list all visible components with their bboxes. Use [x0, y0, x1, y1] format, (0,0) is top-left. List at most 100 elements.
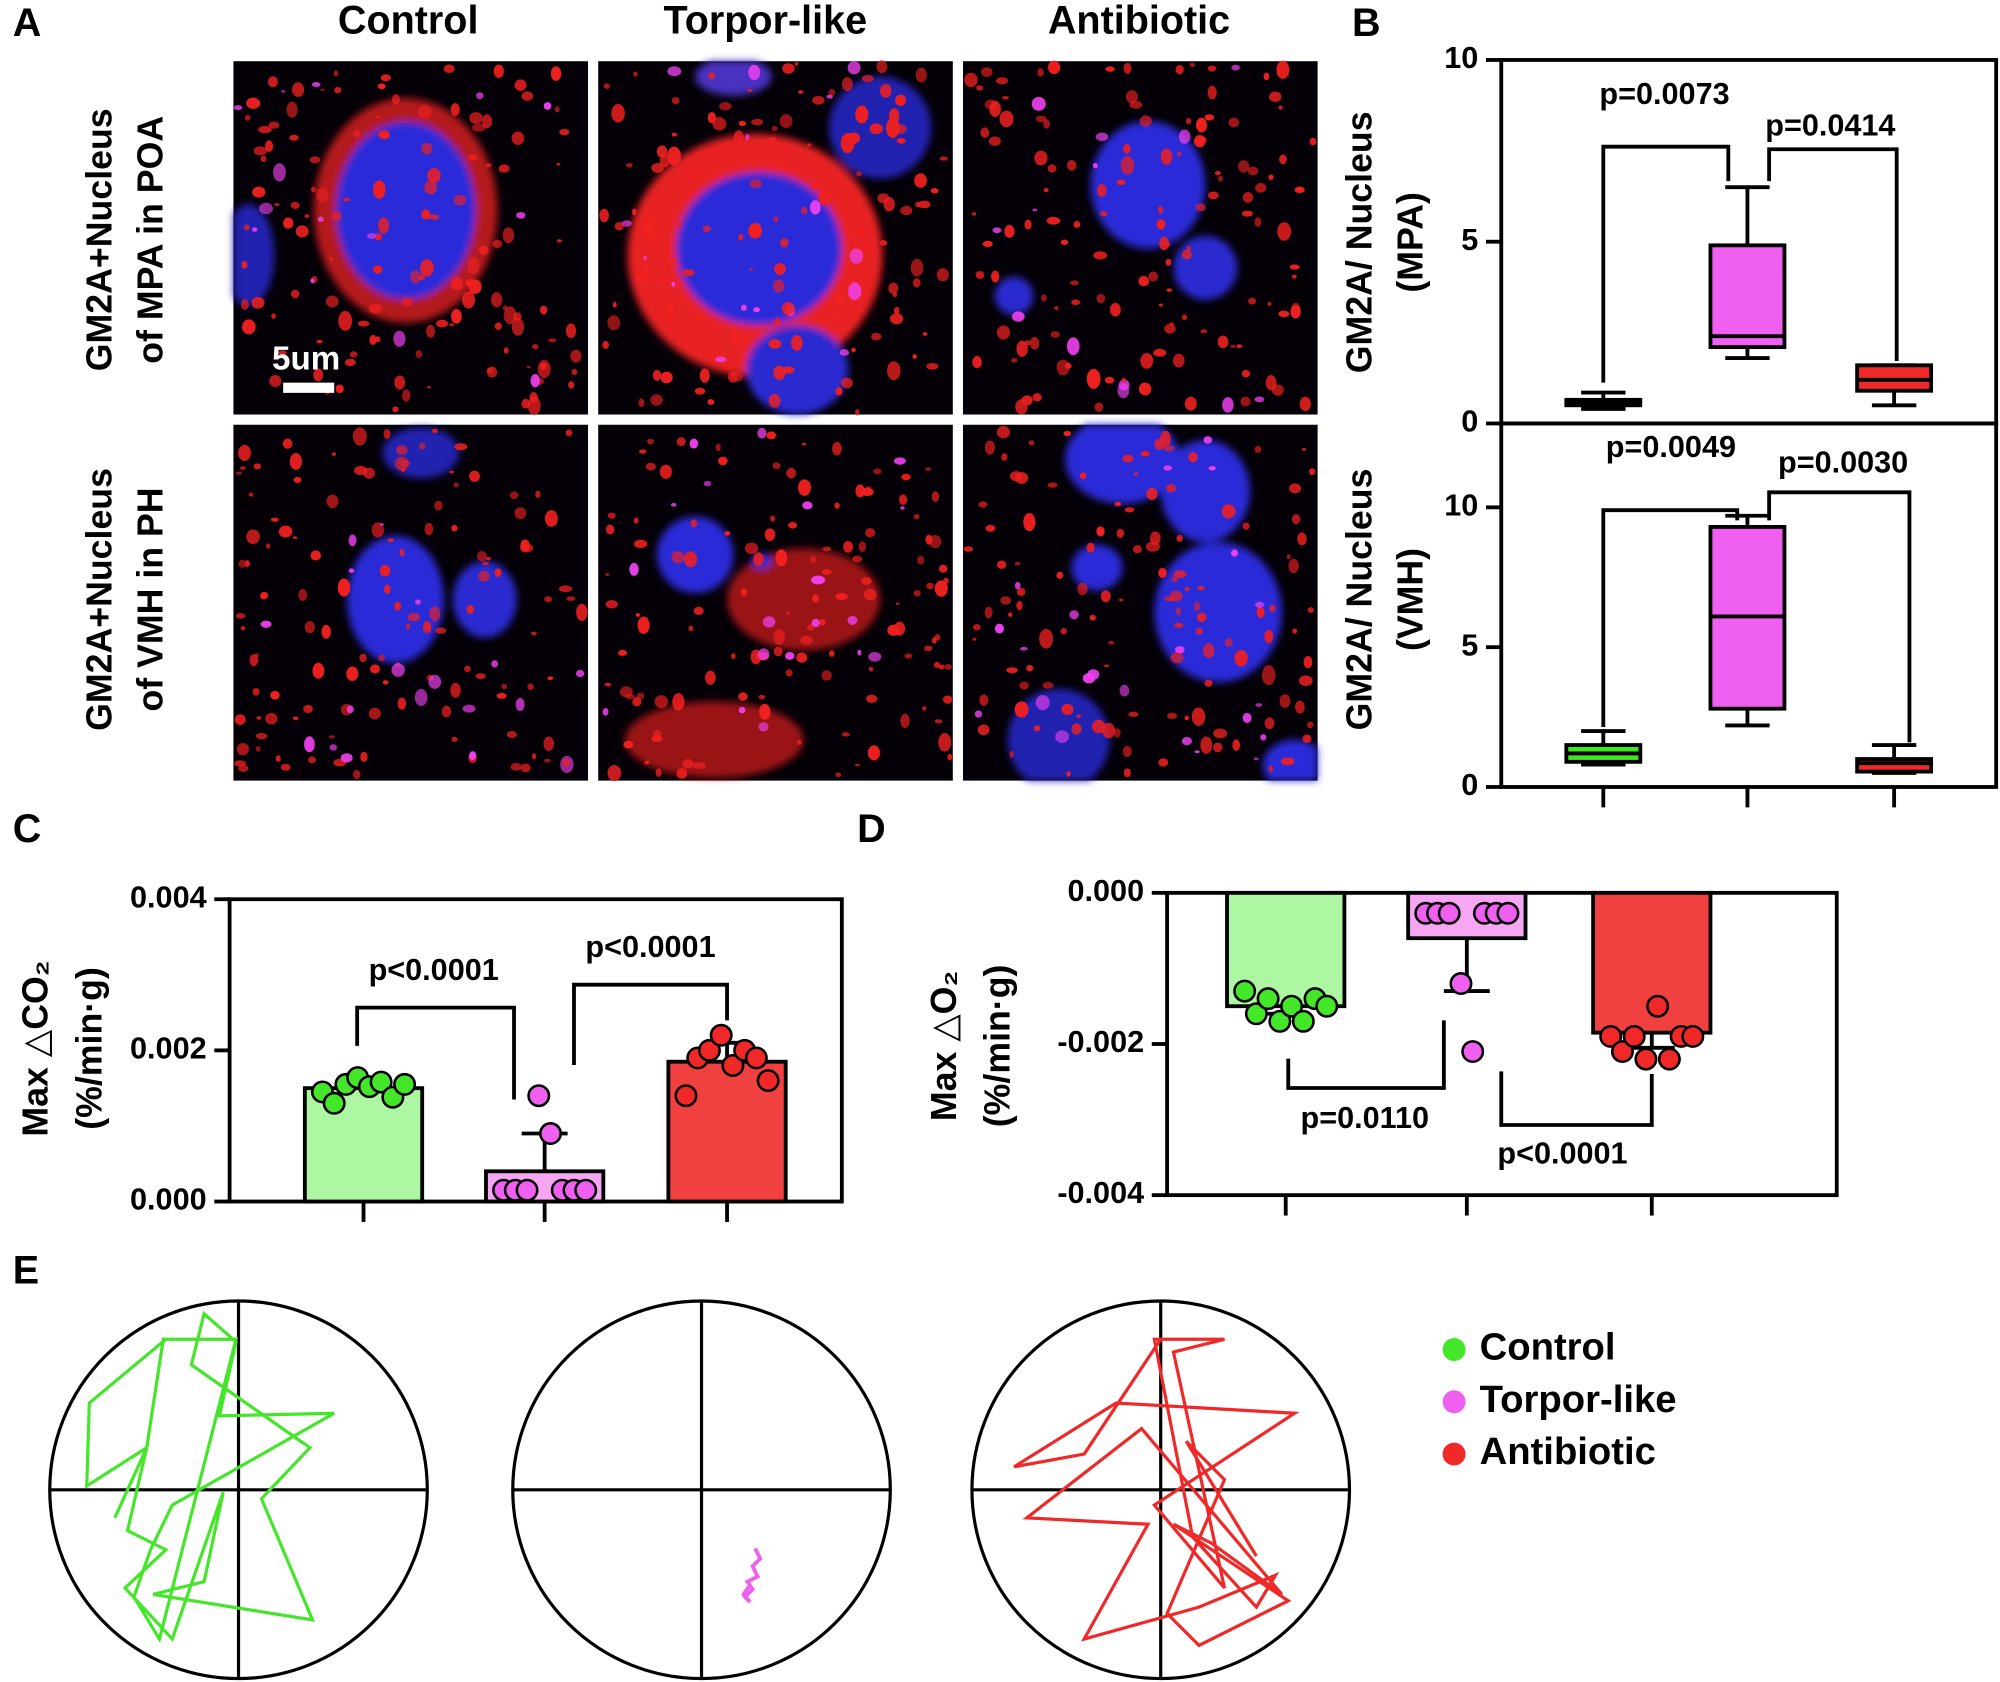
- punctum: [481, 561, 490, 566]
- punctum: [424, 180, 438, 195]
- y-tick-label: 0.004: [130, 880, 207, 914]
- punctum: [397, 697, 407, 710]
- p-value: p<0.0001: [369, 953, 499, 987]
- punctum: [502, 227, 515, 244]
- punctum: [1294, 186, 1305, 194]
- punctum: [543, 102, 552, 110]
- punctum: [753, 552, 765, 566]
- punctum: [785, 652, 795, 660]
- punctum: [496, 692, 507, 699]
- punctum: [757, 648, 770, 661]
- punctum: [1263, 72, 1270, 81]
- punctum: [241, 261, 248, 269]
- punctum: [912, 354, 917, 359]
- punctum: [383, 584, 391, 594]
- nucleus: [1090, 121, 1206, 249]
- punctum: [1096, 293, 1106, 304]
- punctum: [1208, 465, 1216, 471]
- punctum: [289, 453, 302, 470]
- punctum: [1011, 311, 1025, 322]
- punctum: [766, 136, 778, 145]
- punctum: [900, 713, 910, 728]
- y-tick-label: 0: [1461, 405, 1478, 439]
- punctum: [764, 528, 776, 541]
- punctum: [566, 596, 576, 601]
- punctum: [901, 473, 911, 481]
- punctum: [374, 233, 383, 241]
- punctum: [832, 291, 845, 306]
- punctum: [854, 763, 860, 767]
- punctum: [707, 112, 717, 124]
- punctum: [934, 719, 943, 724]
- punctum: [410, 270, 422, 284]
- punctum: [1198, 136, 1207, 144]
- punctum: [1217, 335, 1229, 349]
- punctum: [917, 200, 931, 209]
- punctum: [1117, 382, 1130, 399]
- punctum: [1279, 154, 1287, 165]
- y-axis-label: Max △CO₂: [16, 960, 56, 1136]
- punctum: [1279, 694, 1291, 709]
- punctum: [1105, 66, 1115, 72]
- data-point: [1496, 901, 1520, 925]
- punctum: [253, 146, 267, 156]
- box: [1855, 757, 1934, 774]
- punctum: [415, 350, 423, 359]
- punctum: [822, 546, 832, 552]
- punctum: [1236, 344, 1243, 349]
- data-point: [1256, 987, 1280, 1011]
- punctum: [744, 542, 759, 554]
- punctum: [1181, 249, 1192, 260]
- punctum: [647, 438, 655, 445]
- punctum: [877, 193, 890, 204]
- punctum: [514, 507, 527, 520]
- data-point: [1268, 1009, 1292, 1033]
- punctum: [1109, 302, 1121, 317]
- punctum: [515, 697, 525, 712]
- punctum: [400, 467, 406, 472]
- punctum: [672, 693, 685, 711]
- punctum: [1242, 712, 1252, 723]
- punctum: [255, 732, 268, 740]
- punctum: [1092, 162, 1098, 169]
- punctum: [1158, 758, 1169, 767]
- punctum: [886, 117, 900, 139]
- punctum: [1104, 376, 1115, 384]
- punctum: [879, 240, 888, 246]
- punctum: [705, 670, 716, 685]
- nucleus: [335, 121, 476, 300]
- data-point: [1291, 1009, 1315, 1033]
- punctum: [1159, 236, 1170, 251]
- punctum: [1066, 337, 1080, 356]
- punctum: [467, 154, 478, 162]
- punctum: [1297, 532, 1307, 546]
- p-value: p=0.0049: [1606, 430, 1736, 464]
- punctum: [304, 214, 310, 218]
- data-point: [1610, 1040, 1634, 1064]
- punctum: [1169, 590, 1183, 602]
- punctum: [676, 437, 686, 447]
- punctum: [707, 71, 716, 80]
- punctum: [1189, 62, 1196, 68]
- data-point: [1437, 901, 1461, 925]
- data-point: [1461, 1040, 1485, 1064]
- punctum: [1254, 396, 1265, 403]
- punctum: [290, 289, 300, 299]
- punctum: [677, 220, 682, 227]
- bracket: [1601, 144, 1731, 383]
- punctum: [401, 297, 413, 307]
- punctum: [308, 756, 316, 764]
- punctum: [637, 616, 650, 634]
- punctum: [842, 732, 850, 737]
- punctum: [898, 494, 908, 506]
- punctum: [466, 604, 475, 614]
- bracket: [1767, 490, 1912, 743]
- punctum: [1001, 453, 1008, 461]
- punctum: [636, 692, 645, 700]
- punctum: [283, 217, 294, 229]
- punctum: [556, 239, 563, 243]
- punctum: [1032, 208, 1038, 212]
- punctum: [801, 443, 807, 446]
- punctum: [1132, 545, 1142, 554]
- punctum: [667, 303, 675, 316]
